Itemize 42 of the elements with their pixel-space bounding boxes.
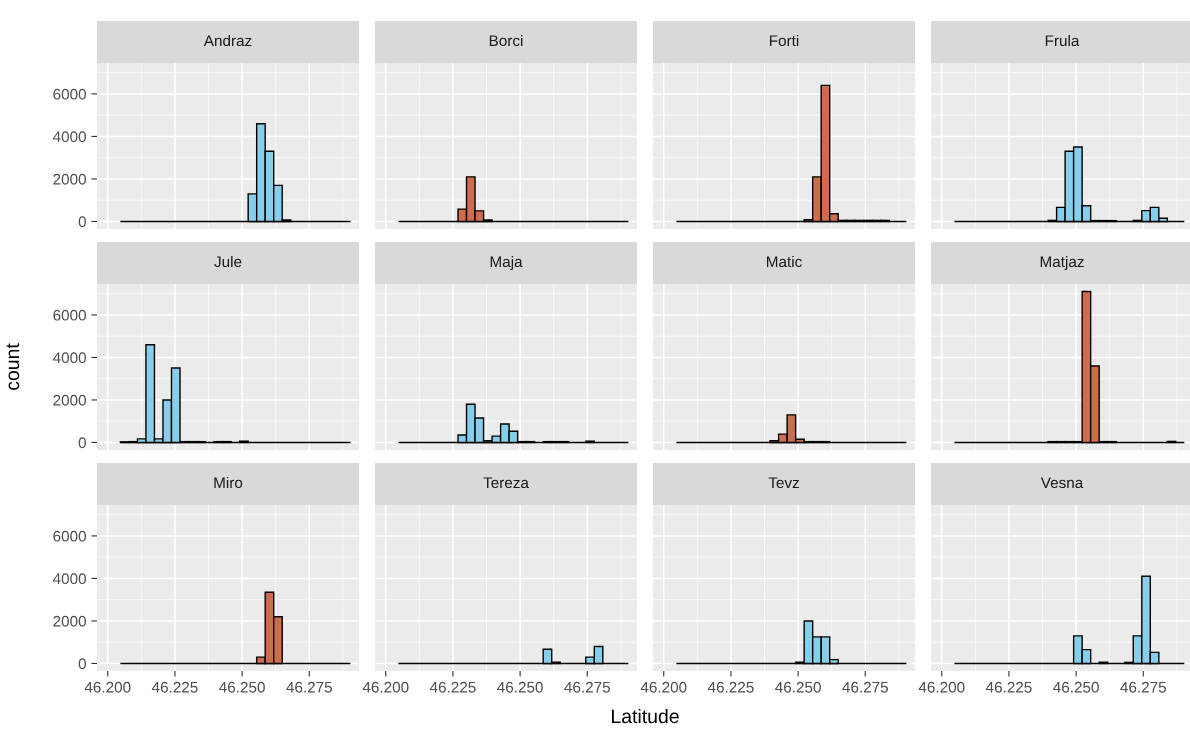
x-tick-label: 46.275 bbox=[564, 681, 611, 693]
chart-title: Forti bbox=[769, 34, 799, 47]
x-tick-label: 46.250 bbox=[775, 681, 821, 693]
x-tick-label: 46.275 bbox=[286, 681, 333, 693]
x-tick-label: 46.225 bbox=[707, 681, 754, 693]
y-axis-title: count bbox=[6, 343, 20, 390]
x-tick-label: 46.200 bbox=[84, 681, 131, 693]
x-tick-label: 46.225 bbox=[151, 681, 198, 693]
x-tick-label: 46.250 bbox=[497, 681, 543, 693]
y-tick-label: 2000 bbox=[53, 173, 86, 185]
x-tick-label: 46.200 bbox=[362, 681, 409, 693]
y-tick-label: 2000 bbox=[53, 394, 86, 406]
chart-title: Miro bbox=[214, 476, 243, 489]
y-tick-label: 2000 bbox=[53, 615, 86, 627]
x-tick-label: 46.225 bbox=[429, 681, 476, 693]
y-tick-label: 6000 bbox=[53, 309, 86, 321]
y-tick-label: 4000 bbox=[52, 131, 86, 143]
x-tick-label: 46.250 bbox=[1053, 681, 1099, 693]
x-tick-label: 46.200 bbox=[918, 681, 965, 693]
x-axis-title: Latitude bbox=[612, 708, 679, 724]
y-tick-label: 6000 bbox=[53, 530, 86, 542]
y-tick-label: 4000 bbox=[52, 573, 86, 585]
y-tick-label: 4000 bbox=[52, 352, 86, 364]
x-tick-label: 46.200 bbox=[640, 681, 687, 693]
y-tick-label: 0 bbox=[78, 216, 86, 228]
chart-title: Maja bbox=[490, 255, 523, 271]
x-tick-label: 46.275 bbox=[1120, 681, 1167, 693]
chart-title: Matic bbox=[767, 255, 802, 268]
chart-title: Matjaz bbox=[1040, 255, 1084, 271]
chart-title: Tereza bbox=[483, 477, 529, 489]
x-tick-label: 46.225 bbox=[985, 681, 1032, 693]
x-tick-label: 46.275 bbox=[842, 681, 889, 693]
chart-title: Borci bbox=[489, 34, 523, 47]
y-tick-label: 6000 bbox=[53, 88, 86, 100]
chart-title: Vesna bbox=[1040, 477, 1084, 489]
chart-title: Frula bbox=[1045, 34, 1080, 47]
chart-title: Andraz bbox=[203, 34, 252, 47]
chart-title: Jule bbox=[214, 255, 242, 268]
x-tick-label: 46.250 bbox=[219, 681, 265, 693]
chart-title: Tevz bbox=[768, 477, 799, 489]
y-tick-label: 0 bbox=[78, 658, 86, 670]
y-tick-label: 0 bbox=[78, 437, 86, 449]
